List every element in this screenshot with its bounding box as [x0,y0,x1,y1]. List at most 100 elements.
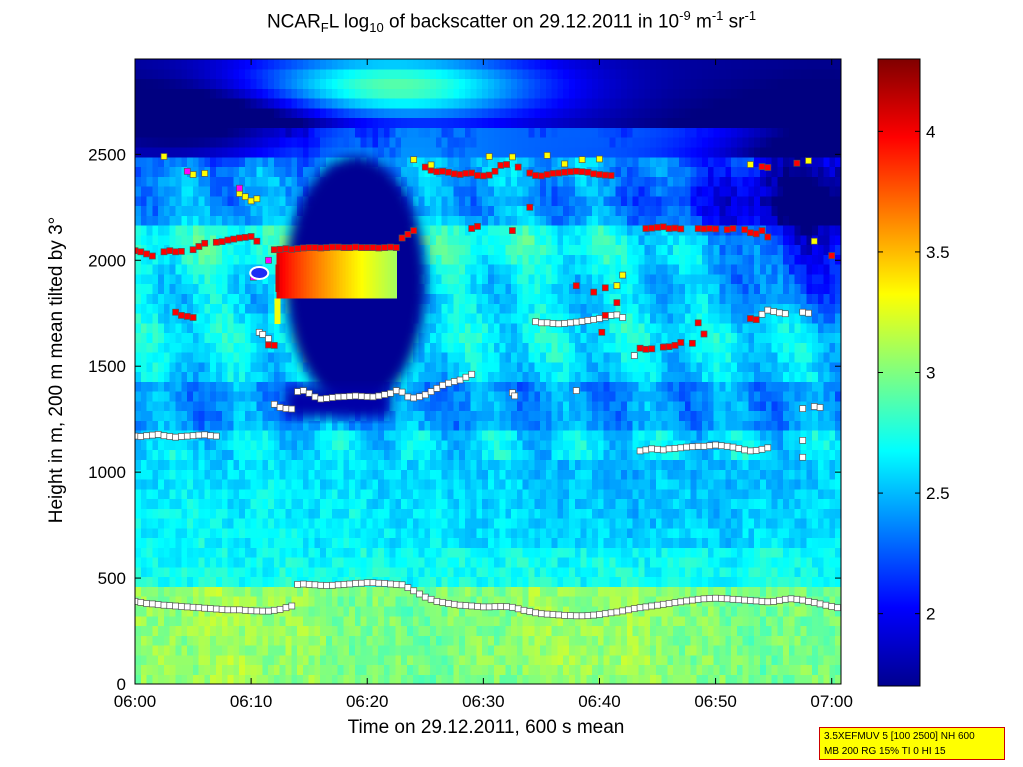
layer-marker [439,599,447,606]
layer-marker [532,318,539,326]
layer-marker [462,373,470,381]
layer-marker [555,320,563,328]
layer-marker [816,600,824,608]
title-text-2: of backscatter on 29.12.2011 in 10 [383,11,680,33]
layer-marker [683,443,690,451]
layer-marker [613,299,621,306]
layer-marker [404,231,412,238]
layer-marker [683,597,690,605]
layer-marker [770,308,778,315]
layer-marker [526,203,534,211]
layer-marker [456,376,464,384]
layer-marker [578,317,586,325]
layer-marker [752,230,760,238]
layer-marker [265,256,272,264]
layer-marker [201,431,209,439]
layer-marker [764,306,772,314]
layer-marker [259,607,267,615]
layer-marker [561,160,568,168]
layer-marker [346,392,354,400]
layer-marker [567,612,574,619]
layer-marker [427,595,435,603]
layer-marker [526,608,534,615]
layer-marker [619,607,627,615]
layer-marker [526,169,534,177]
layer-marker [758,598,766,605]
layer-marker [700,442,708,450]
layer-marker [700,225,708,233]
layer-marker [404,393,412,401]
layer-marker [189,314,197,321]
layer-marker [671,224,679,232]
layer-marker [642,345,650,353]
layer-marker [511,392,519,400]
layer-marker [340,581,348,588]
layer-marker [224,606,232,614]
layer-marker [369,579,377,587]
layer-marker [201,239,209,247]
layer-marker [723,595,731,603]
layer-marker [776,309,783,317]
layer-marker [601,312,609,319]
layer-marker [598,328,606,336]
layer-marker [270,400,278,408]
layer-marker [253,237,261,245]
layer-marker [137,248,145,256]
layer-marker [178,433,185,440]
layer-marker [648,224,656,232]
layer-marker [654,445,661,453]
layer-marker [143,432,150,440]
layer-marker [305,581,313,588]
layer-marker [665,343,673,351]
layer-marker [160,432,168,440]
y-axis-label: Height in m, 200 m mean tilted by 3° [46,216,67,524]
colorbar-tick-label: 2 [926,605,935,624]
layer-marker [166,602,174,609]
layer-marker [793,595,801,603]
layer-marker [340,393,348,401]
layer-marker [143,250,150,258]
layer-marker [793,159,801,167]
layer-marker [363,393,371,401]
layer-marker [607,312,615,319]
layer-marker [416,590,423,598]
layer-marker [497,603,505,610]
layer-marker [340,244,348,251]
layer-marker [311,581,319,589]
layer-marker [352,392,359,400]
layer-marker [636,344,644,352]
layer-marker [305,389,313,397]
layer-marker [747,229,754,237]
layer-marker [427,388,435,395]
layer-marker [265,335,272,343]
layer-marker [747,447,754,455]
layer-marker [410,227,418,234]
x-tick-label: 06:50 [694,692,737,711]
layer-marker [718,595,725,602]
layer-marker [538,610,545,618]
layer-marker [247,607,255,615]
layer-marker [189,246,197,254]
layer-marker [410,394,418,402]
layer-marker [654,601,661,609]
layer-marker [572,318,580,326]
layer-marker [294,245,301,252]
layer-marker [741,446,748,454]
layer-marker [822,601,830,609]
layer-marker [172,602,179,610]
layer-marker [392,581,400,588]
y-tick-label: 0 [117,675,126,694]
layer-marker [421,163,429,171]
layer-marker [601,284,609,292]
y-tick-label: 2500 [88,145,126,164]
layer-marker [799,453,807,461]
layer-marker [305,244,313,251]
plot-frame [134,58,842,685]
layer-marker [375,392,383,400]
x-tick-label: 06:40 [578,692,621,711]
layer-marker [596,155,603,163]
layer-marker [747,161,754,168]
x-tick-label: 06:20 [346,692,389,711]
layer-marker [538,319,545,327]
layer-marker [764,233,772,241]
